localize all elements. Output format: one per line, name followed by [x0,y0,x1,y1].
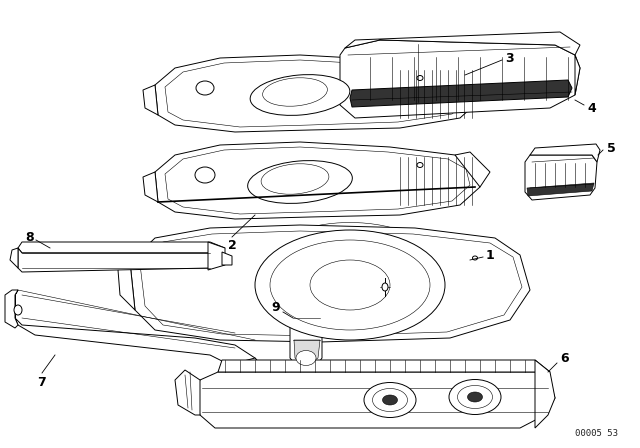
Polygon shape [222,252,232,265]
Polygon shape [530,144,600,162]
Ellipse shape [382,283,388,291]
Polygon shape [140,231,522,336]
Text: 4: 4 [588,102,596,115]
Polygon shape [165,147,470,214]
Polygon shape [218,360,550,372]
Polygon shape [10,248,18,268]
Polygon shape [240,358,265,378]
Polygon shape [455,65,490,100]
Ellipse shape [417,163,423,168]
Polygon shape [18,248,225,272]
Polygon shape [290,308,322,368]
Polygon shape [535,360,555,428]
Ellipse shape [261,164,329,194]
Ellipse shape [467,392,483,402]
Polygon shape [5,290,18,328]
Ellipse shape [14,305,22,315]
Ellipse shape [296,350,316,366]
Text: 3: 3 [506,52,515,65]
Polygon shape [340,40,580,118]
Polygon shape [155,142,480,219]
Ellipse shape [250,75,350,116]
Ellipse shape [472,256,477,260]
Ellipse shape [417,76,423,81]
Text: 1: 1 [486,249,494,262]
Polygon shape [15,290,265,378]
Polygon shape [525,155,597,200]
Polygon shape [143,85,158,115]
Ellipse shape [364,383,416,418]
Ellipse shape [383,395,397,405]
Text: 9: 9 [272,301,280,314]
Ellipse shape [196,81,214,95]
Text: 2: 2 [228,238,236,251]
Polygon shape [165,60,470,127]
Ellipse shape [262,78,328,106]
Text: 7: 7 [38,375,46,388]
Polygon shape [294,340,320,366]
Polygon shape [155,55,480,132]
Polygon shape [208,242,225,270]
Polygon shape [118,262,135,310]
Polygon shape [195,372,555,428]
Polygon shape [455,152,490,187]
Text: 5: 5 [607,142,616,155]
Ellipse shape [270,240,430,330]
Ellipse shape [255,230,445,340]
Polygon shape [130,225,530,342]
Polygon shape [175,370,200,415]
Ellipse shape [195,167,215,183]
Text: 00005 53: 00005 53 [575,429,618,438]
Ellipse shape [310,260,390,310]
Ellipse shape [449,379,501,414]
Ellipse shape [248,160,353,203]
Polygon shape [18,242,225,253]
Polygon shape [345,32,580,55]
Polygon shape [575,55,580,95]
Polygon shape [143,172,158,202]
Text: 6: 6 [561,352,570,365]
Text: 8: 8 [26,231,35,244]
Ellipse shape [372,388,408,412]
Polygon shape [350,80,572,107]
Ellipse shape [458,385,493,409]
Polygon shape [527,183,594,196]
